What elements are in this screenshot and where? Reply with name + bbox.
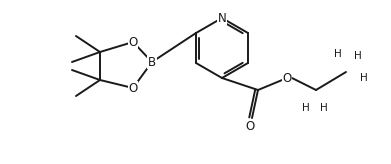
- Text: H: H: [354, 51, 362, 61]
- Text: N: N: [218, 11, 226, 24]
- Text: O: O: [282, 72, 292, 84]
- Text: O: O: [246, 120, 255, 133]
- Text: H: H: [320, 103, 328, 113]
- Text: O: O: [128, 35, 138, 49]
- Text: H: H: [334, 49, 342, 59]
- Text: H: H: [360, 73, 368, 83]
- Text: H: H: [302, 103, 310, 113]
- Text: B: B: [148, 55, 156, 69]
- Text: O: O: [128, 82, 138, 94]
